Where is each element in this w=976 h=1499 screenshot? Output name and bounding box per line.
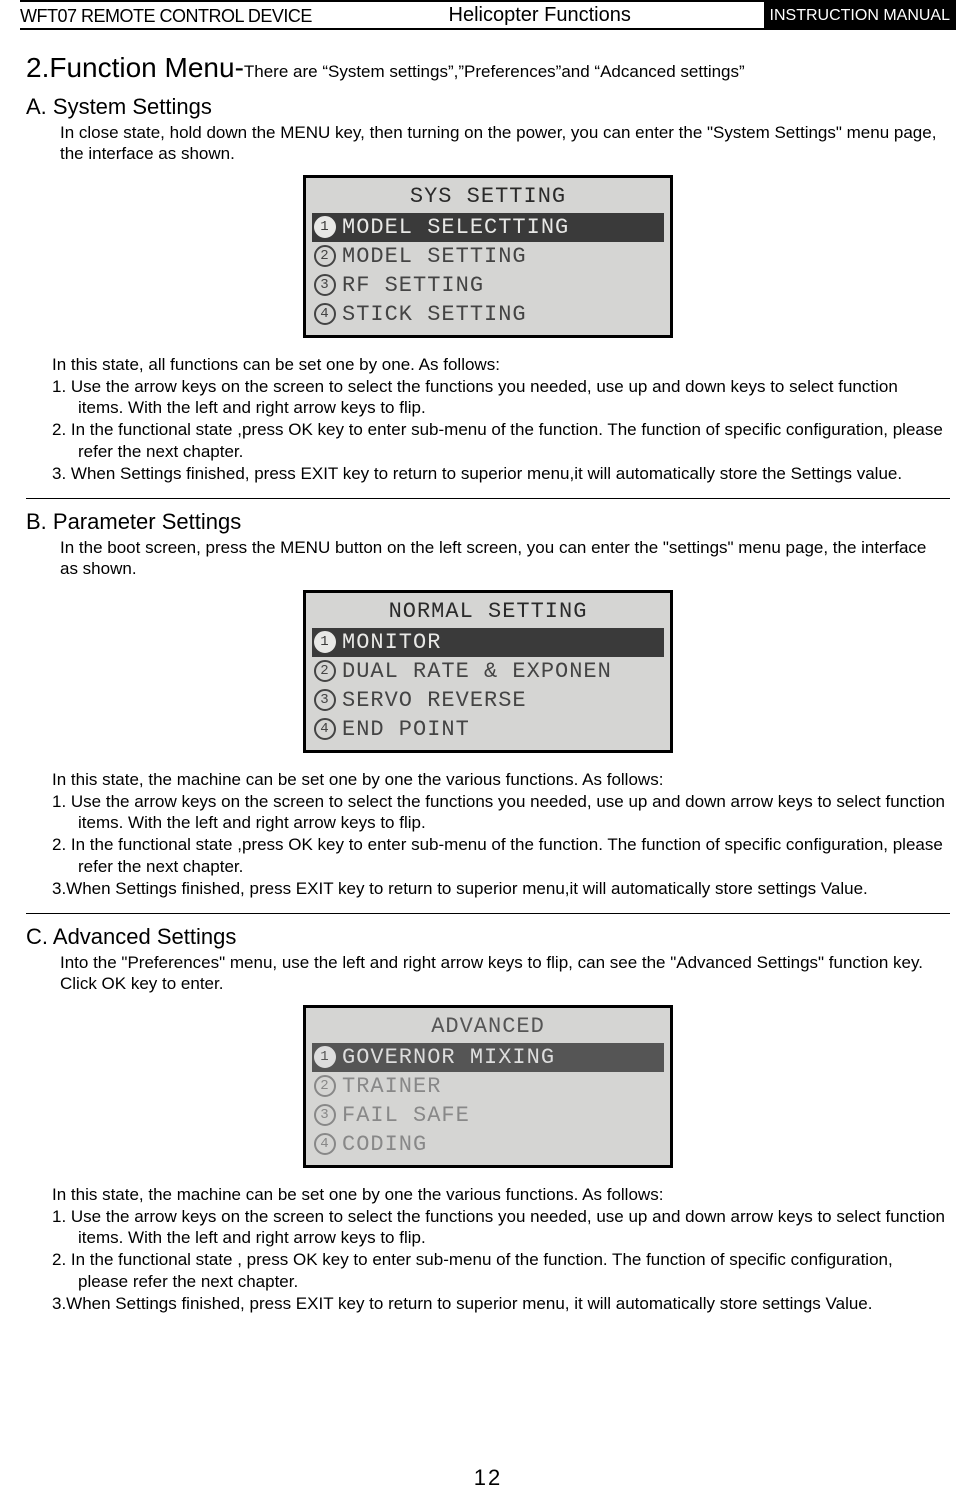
lcd-row-number-icon: 1 (314, 631, 336, 653)
section-a-lead: In this state, all functions can be set … (40, 354, 946, 375)
main-heading-prefix: 2.Function Menu- (26, 52, 244, 83)
lcd-row-label: END POINT (342, 717, 470, 742)
lcd-advanced: ADVANCED 1 GOVERNOR MIXING 2 TRAINER 3 FAIL SA… (303, 1005, 673, 1168)
lcd-row: 4 STICK SETTING (312, 300, 664, 329)
header-left: WFT07 REMOTE CONTROL DEVICE (20, 2, 316, 30)
lcd-title: NORMAL SETTING (312, 599, 664, 624)
lcd-row-label: MODEL SETTING (342, 244, 527, 269)
lcd-row-number-icon: 2 (314, 245, 336, 267)
lcd-row-label: RF SETTING (342, 273, 484, 298)
lcd-row: 3 FAIL SAFE (312, 1101, 664, 1130)
section-a-list: In this state, all functions can be set … (40, 354, 946, 485)
lcd-row: 4 CODING (312, 1130, 664, 1159)
section-b-step-1: 1. Use the arrow keys on the screen to s… (40, 791, 946, 834)
lcd-normal-setting: NORMAL SETTING 1 MONITOR 2 DUAL RATE & EXPON… (303, 590, 673, 753)
lcd-row-label: TRAINER (342, 1074, 441, 1099)
lcd-row-number-icon: 3 (314, 689, 336, 711)
lcd-row: 4 END POINT (312, 715, 664, 744)
section-b-step-3: 3.When Settings finished, press EXIT key… (40, 878, 946, 899)
lcd-row-number-icon: 4 (314, 1133, 336, 1155)
section-c-step-2: 2. In the functional state , press OK ke… (40, 1249, 946, 1292)
main-heading: 2.Function Menu-There are “System settin… (26, 52, 950, 84)
section-c-list: In this state, the machine can be set on… (40, 1184, 946, 1315)
lcd-row: 1 MODEL SELECTTING (312, 213, 664, 242)
section-b-lcd-wrap: NORMAL SETTING 1 MONITOR 2 DUAL RATE & EXPON… (26, 590, 950, 753)
lcd-row-number-icon: 4 (314, 303, 336, 325)
lcd-row-label: MODEL SELECTTING (342, 215, 569, 240)
section-b-title: B. Parameter Settings (26, 509, 950, 535)
lcd-row-label: DUAL RATE & EXPONEN (342, 659, 612, 684)
lcd-row-number-icon: 3 (314, 1104, 336, 1126)
lcd-row-label: SERVO REVERSE (342, 688, 527, 713)
page-number: 12 (0, 1465, 976, 1491)
lcd-row: 2 MODEL SETTING (312, 242, 664, 271)
section-a-lcd-wrap: SYS SETTING 1 MODEL SELECTTING 2 MODEL SETTI… (26, 175, 950, 338)
lcd-row-number-icon: 4 (314, 718, 336, 740)
section-a-step-3: 3. When Settings finished, press EXIT ke… (40, 463, 946, 484)
section-b-intro: In the boot screen, press the MENU butto… (60, 537, 946, 580)
section-b-step-2: 2. In the functional state ,press OK key… (40, 834, 946, 877)
lcd-row-label: STICK SETTING (342, 302, 527, 327)
lcd-row-number-icon: 2 (314, 660, 336, 682)
lcd-row-label: FAIL SAFE (342, 1103, 470, 1128)
section-a-intro: In close state, hold down the MENU key, … (60, 122, 946, 165)
top-header-bar: WFT07 REMOTE CONTROL DEVICE Helicopter F… (20, 0, 956, 30)
main-heading-sub: There are “System settings”,”Preferences… (244, 62, 745, 81)
lcd-row-number-icon: 3 (314, 274, 336, 296)
page-content: 2.Function Menu-There are “System settin… (20, 52, 956, 1314)
lcd-row-number-icon: 1 (314, 1046, 336, 1068)
lcd-row-label: GOVERNOR MIXING (342, 1045, 555, 1070)
section-a-title: A. System Settings (26, 94, 950, 120)
lcd-row-number-icon: 2 (314, 1075, 336, 1097)
lcd-row: 3 SERVO REVERSE (312, 686, 664, 715)
lcd-row: 1 GOVERNOR MIXING (312, 1043, 664, 1072)
lcd-sys-setting: SYS SETTING 1 MODEL SELECTTING 2 MODEL SETTI… (303, 175, 673, 338)
section-c-title: C. Advanced Settings (26, 924, 950, 950)
section-b-list: In this state, the machine can be set on… (40, 769, 946, 900)
section-c-intro: Into the "Preferences" menu, use the lef… (60, 952, 946, 995)
divider-a-b (26, 498, 950, 499)
lcd-row-number-icon: 1 (314, 216, 336, 238)
section-c-lead: In this state, the machine can be set on… (40, 1184, 946, 1205)
lcd-row: 1 MONITOR (312, 628, 664, 657)
lcd-row-label: MONITOR (342, 630, 441, 655)
lcd-row: 2 DUAL RATE & EXPONEN (312, 657, 664, 686)
lcd-row-label: CODING (342, 1132, 427, 1157)
section-c-step-3: 3.When Settings finished, press EXIT key… (40, 1293, 946, 1314)
section-b-lead: In this state, the machine can be set on… (40, 769, 946, 790)
section-c-lcd-wrap: ADVANCED 1 GOVERNOR MIXING 2 TRAINER 3 FAIL SA… (26, 1005, 950, 1168)
lcd-title: SYS SETTING (312, 184, 664, 209)
divider-b-c (26, 913, 950, 914)
section-c-step-1: 1. Use the arrow keys on the screen to s… (40, 1206, 946, 1249)
lcd-title: ADVANCED (312, 1014, 664, 1039)
section-a-step-1: 1. Use the arrow keys on the screen to s… (40, 376, 946, 419)
section-a-step-2: 2. In the functional state ,press OK key… (40, 419, 946, 462)
lcd-row: 2 TRAINER (312, 1072, 664, 1101)
header-right: INSTRUCTION MANUAL (764, 2, 956, 30)
lcd-row: 3 RF SETTING (312, 271, 664, 300)
header-center: Helicopter Functions (316, 2, 764, 30)
